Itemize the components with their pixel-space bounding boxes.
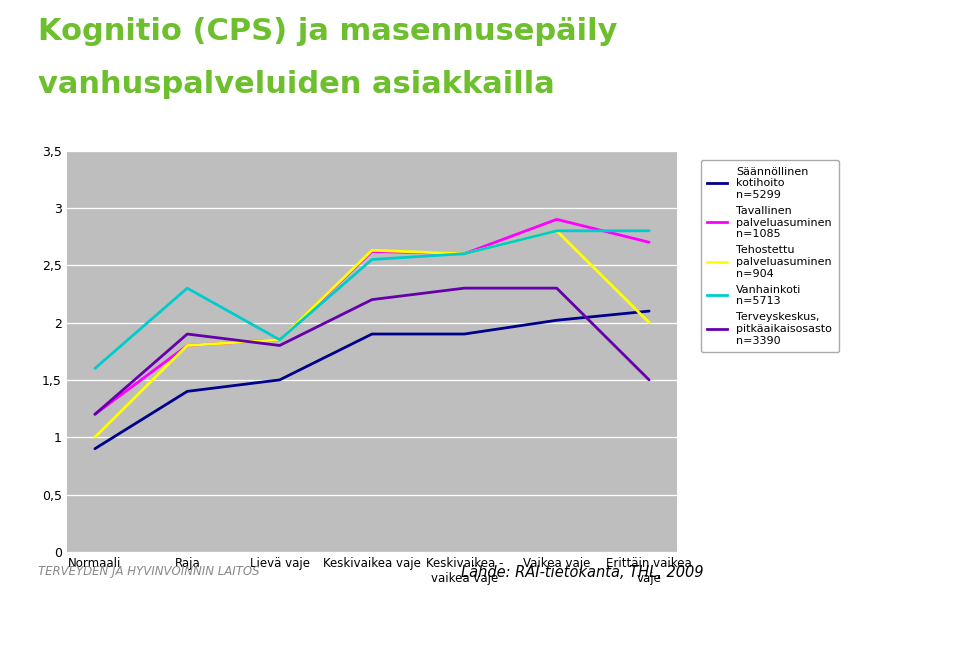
- Text: vanhuspalveluiden asiakkailla: vanhuspalveluiden asiakkailla: [38, 70, 555, 99]
- Text: TERVEYDEN JA HYVINVOINNIN LAITOS: TERVEYDEN JA HYVINVOINNIN LAITOS: [38, 565, 260, 578]
- Text: Lähde: RAI-tietokanta, THL, 2009: Lähde: RAI-tietokanta, THL, 2009: [461, 565, 704, 580]
- Text: 17: 17: [916, 638, 931, 650]
- Text: Kognitio (CPS) ja masennusepäily: Kognitio (CPS) ja masennusepäily: [38, 17, 618, 45]
- Text: 11.2.2010: 11.2.2010: [29, 638, 88, 650]
- Text: Terveydenhoitajapäivät 2010, Järvenpää / Kiviniemi Kirsi: Terveydenhoitajapäivät 2010, Järvenpää /…: [313, 638, 647, 650]
- Legend: Säännöllinen
kotihoito
n=5299, Tavallinen
palveluasuminen
n=1085, Tehostettu
pal: Säännöllinen kotihoito n=5299, Tavalline…: [701, 160, 839, 353]
